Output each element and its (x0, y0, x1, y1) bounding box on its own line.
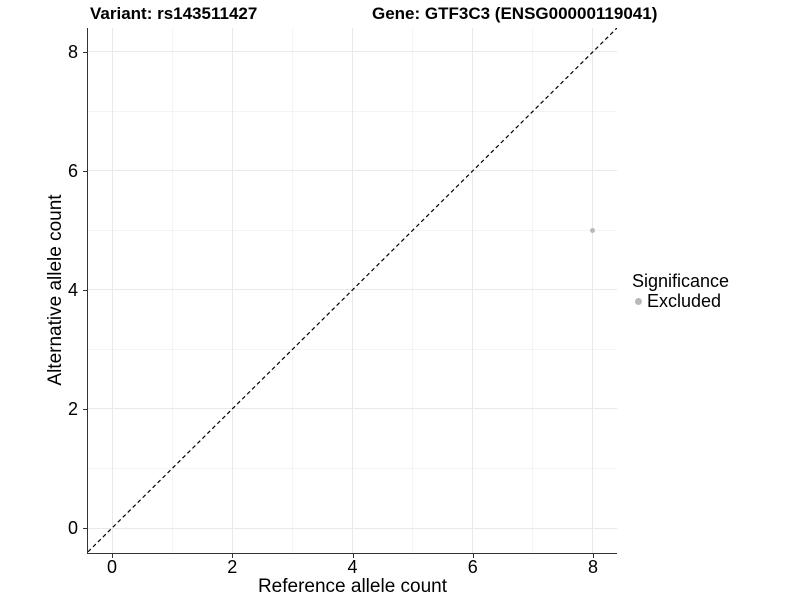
x-axis-line (87, 553, 617, 554)
legend-item-excluded: Excluded (632, 291, 729, 311)
y-tick-mark (83, 289, 87, 291)
identity-line (88, 28, 617, 553)
y-tick-mark (83, 170, 87, 172)
legend: Significance Excluded (632, 271, 729, 311)
gridline-minor-v (412, 28, 414, 553)
y-axis-line (87, 28, 88, 554)
gridline-major-h (88, 527, 617, 529)
gridline-minor-v (291, 28, 293, 553)
y-tick-label: 6 (67, 160, 78, 181)
y-tick-mark (83, 51, 87, 53)
gridline-major-h (88, 170, 617, 172)
plot-title-variant: Variant: rs143511427 (90, 4, 258, 23)
excluded-marker-circle-icon (635, 297, 642, 305)
gridline-major-v (231, 28, 233, 553)
legend-title: Significance (632, 271, 730, 291)
x-tick-mark (232, 554, 234, 558)
x-tick-label: 0 (107, 557, 118, 577)
plot-title-gene: Gene: GTF3C3 (ENSG00000119041) (372, 4, 658, 23)
y-tick-label: 2 (67, 398, 78, 419)
gridline-minor-v (171, 28, 173, 553)
gridline-minor-v (532, 28, 534, 553)
x-tick-label: 2 (227, 557, 238, 577)
y-tick-mark (83, 408, 87, 410)
x-tick-label: 6 (467, 557, 478, 577)
gridline-major-v (472, 28, 474, 553)
y-tick-label: 4 (67, 279, 78, 300)
x-tick-mark (472, 554, 474, 558)
plot-panel (88, 28, 617, 553)
y-tick-mark (83, 528, 87, 529)
x-axis-title: Reference allele count (257, 576, 448, 597)
x-tick-label: 8 (587, 557, 598, 577)
gridline-major-v (111, 28, 113, 553)
gridline-major-h (88, 408, 617, 410)
data-point (590, 227, 596, 233)
legend-item-label: Excluded (647, 291, 722, 311)
gridline-major-h (88, 51, 617, 53)
x-tick-mark (352, 554, 354, 558)
x-tick-mark (592, 554, 594, 558)
y-tick-label: 8 (67, 41, 78, 62)
x-tick-mark (112, 554, 114, 558)
x-tick-label: 4 (347, 557, 358, 577)
y-tick-label: 0 (67, 518, 78, 538)
gridline-major-v (592, 28, 594, 553)
